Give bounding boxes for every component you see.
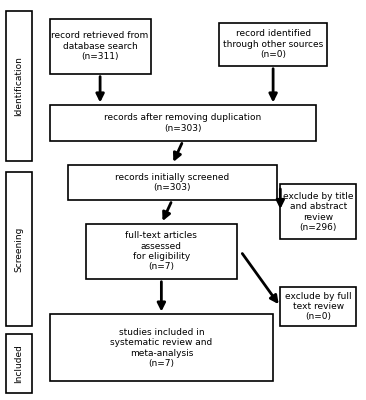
Text: Included: Included — [15, 344, 23, 383]
Text: full-text articles
assessed
for eligibility
(n=7): full-text articles assessed for eligibil… — [126, 231, 197, 271]
Bar — [6, 172, 31, 326]
Text: record identified
through other sources
(n=0): record identified through other sources … — [223, 29, 323, 59]
Bar — [50, 314, 273, 382]
Bar — [219, 22, 327, 66]
Bar — [6, 334, 31, 393]
Bar — [50, 105, 316, 141]
Text: exclude by full
text review
(n=0): exclude by full text review (n=0) — [285, 292, 351, 322]
Bar — [280, 184, 356, 240]
Text: record retrieved from
database search
(n=311): record retrieved from database search (n… — [52, 31, 149, 61]
Text: exclude by title
and abstract
review
(n=296): exclude by title and abstract review (n=… — [283, 192, 354, 232]
Text: studies included in
systematic review and
meta-analysis
(n=7): studies included in systematic review an… — [110, 328, 213, 368]
Bar — [86, 224, 237, 279]
Text: records initially screened
(n=303): records initially screened (n=303) — [115, 172, 229, 192]
Bar — [280, 287, 356, 326]
Text: Screening: Screening — [15, 227, 23, 272]
Bar — [68, 164, 277, 200]
Text: Identification: Identification — [15, 56, 23, 116]
Bar — [50, 18, 150, 74]
Bar — [6, 11, 31, 160]
Text: records after removing duplication
(n=303): records after removing duplication (n=30… — [104, 113, 262, 133]
